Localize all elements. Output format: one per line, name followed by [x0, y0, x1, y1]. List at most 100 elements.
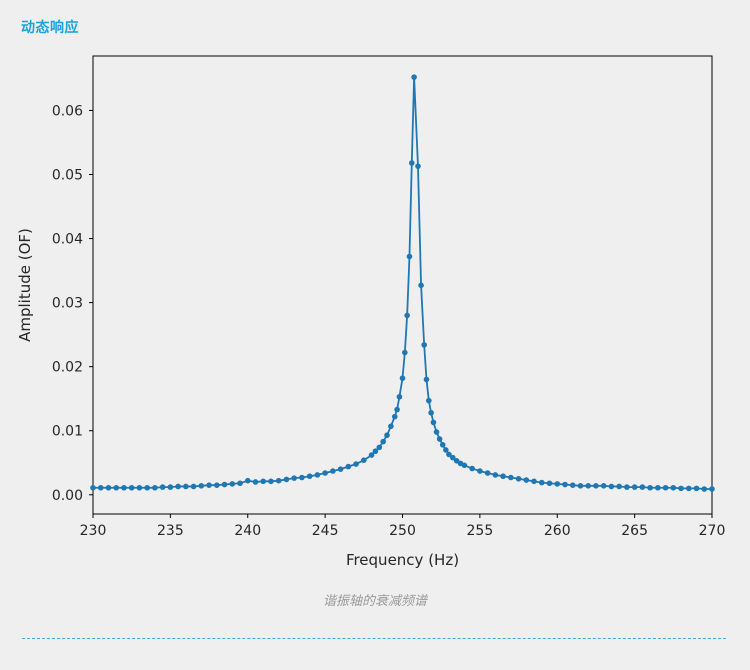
data-point [306, 473, 313, 480]
data-point [449, 454, 456, 461]
data-point [411, 74, 417, 80]
data-point [647, 484, 653, 491]
data-point [198, 483, 205, 489]
data-point [616, 483, 622, 490]
data-point [90, 484, 96, 491]
data-point [105, 484, 112, 491]
data-point [670, 484, 677, 491]
data-point [469, 465, 475, 472]
data-point [136, 484, 143, 491]
data-point [577, 483, 584, 489]
section-title: 动态响应 [21, 20, 79, 36]
data-point [423, 376, 430, 383]
data-point [299, 474, 305, 481]
data-point [631, 484, 638, 490]
data-point [391, 413, 398, 420]
data-point [361, 457, 367, 463]
y-axis-label: Amplitude (OF) [16, 228, 34, 342]
x-tick-label: 270 [699, 523, 726, 539]
data-point [113, 484, 120, 491]
data-point [128, 484, 135, 491]
data-point [508, 474, 514, 481]
data-point [585, 483, 591, 489]
data-point [144, 484, 150, 491]
data-point [283, 476, 290, 483]
data-point [701, 486, 708, 492]
data-point [538, 479, 545, 486]
data-point [608, 483, 615, 490]
y-tick-label: 0.06 [52, 103, 83, 119]
data-point [421, 342, 427, 348]
data-point [426, 397, 432, 404]
data-point [402, 349, 408, 356]
data-point [368, 452, 375, 458]
data-point [562, 481, 568, 488]
data-point [183, 483, 189, 490]
data-point [314, 472, 321, 478]
data-point [404, 312, 410, 319]
data-point [600, 483, 607, 489]
data-point [121, 484, 127, 491]
data-point [237, 480, 243, 487]
data-point [554, 481, 561, 487]
data-point [353, 461, 359, 467]
data-point [418, 282, 424, 289]
data-point [275, 477, 282, 484]
data-point [443, 447, 449, 453]
y-tick-label: 0.01 [52, 424, 83, 440]
plot-frame [92, 55, 713, 515]
figure-caption: 谐振轴的衰减频谱 [322, 594, 427, 609]
data-point [376, 444, 383, 451]
data-point [709, 486, 715, 492]
y-tick-label: 0.00 [52, 488, 83, 504]
data-point [569, 482, 576, 488]
x-tick-label: 255 [467, 523, 494, 539]
data-point [206, 482, 212, 488]
data-point [394, 406, 400, 413]
series-line [93, 76, 712, 490]
data-point [159, 484, 166, 490]
data-point [436, 436, 443, 442]
data-point [477, 468, 483, 474]
data-point [221, 481, 228, 488]
data-point [523, 477, 530, 483]
data-point [167, 484, 174, 490]
y-tick-label: 0.05 [52, 168, 83, 184]
data-point [693, 485, 700, 492]
data-point [337, 466, 344, 472]
data-point [515, 475, 522, 482]
section-divider [22, 638, 726, 639]
data-point [430, 419, 437, 426]
y-tick-label: 0.03 [52, 296, 83, 312]
x-axis-label: Frequency (Hz) [346, 551, 459, 569]
data-point [492, 472, 499, 478]
data-point [531, 478, 537, 485]
data-point [175, 483, 181, 490]
data-point [639, 484, 646, 490]
data-point [388, 423, 394, 430]
x-tick-label: 230 [80, 523, 107, 539]
data-point [624, 484, 630, 490]
data-point [214, 482, 220, 488]
data-point [655, 484, 661, 491]
amplitude-frequency-chart: 230 235 240 245 250 255 260 265 270 0.00 0.01 0.02 0… [16, 55, 726, 569]
data-point [384, 432, 390, 439]
data-point [260, 478, 267, 485]
data-point [415, 163, 421, 169]
x-tick-label: 260 [544, 523, 571, 539]
x-tick-label: 245 [312, 523, 339, 539]
data-point [229, 481, 236, 487]
data-point [500, 473, 506, 480]
data-point [322, 470, 328, 476]
data-point [593, 483, 599, 489]
data-point [433, 429, 440, 435]
data-point [406, 253, 413, 260]
data-point [380, 438, 386, 445]
data-point [396, 393, 403, 400]
data-point [678, 485, 684, 492]
x-tick-label: 235 [157, 523, 184, 539]
x-tick-label: 250 [389, 523, 416, 539]
data-point [439, 442, 446, 448]
data-point [97, 484, 104, 491]
data-point [345, 463, 352, 470]
